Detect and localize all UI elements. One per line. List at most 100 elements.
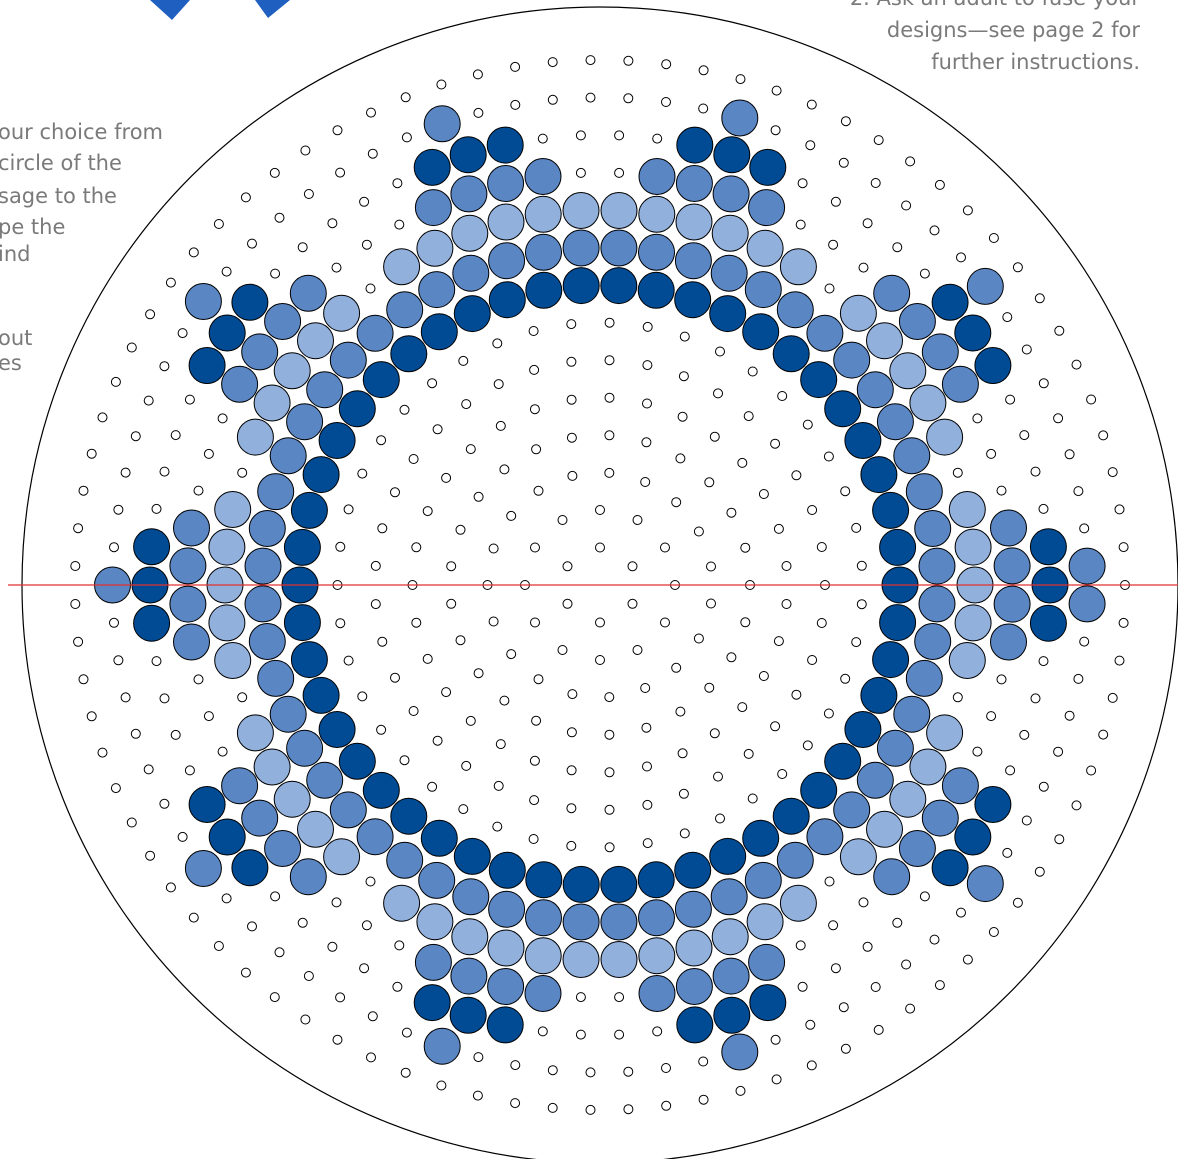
bead: [487, 968, 525, 1005]
bead: [905, 659, 943, 697]
bead: [236, 714, 274, 752]
peg: [390, 487, 400, 498]
peg: [446, 561, 457, 572]
peg: [499, 695, 510, 706]
peg: [671, 662, 682, 673]
bead: [525, 861, 563, 899]
peg: [830, 196, 841, 207]
peg: [151, 503, 162, 514]
bead: [173, 509, 210, 547]
bead: [860, 676, 898, 714]
peg: [996, 674, 1007, 685]
bead: [776, 291, 814, 329]
peg: [678, 788, 689, 799]
bead: [241, 333, 279, 371]
peg: [566, 803, 577, 814]
peg: [623, 1066, 634, 1077]
peg: [726, 507, 737, 518]
bead: [453, 295, 491, 333]
peg: [851, 522, 862, 533]
peg: [795, 940, 806, 951]
bead: [993, 547, 1031, 585]
peg: [905, 156, 916, 167]
peg: [952, 692, 963, 703]
instruction-line: out: [0, 326, 33, 350]
bead: [423, 105, 461, 143]
peg: [862, 941, 873, 952]
peg: [1079, 523, 1090, 534]
bead: [318, 422, 356, 459]
bead: [675, 968, 713, 1005]
peg: [461, 399, 472, 410]
peg: [247, 238, 257, 249]
peg: [873, 135, 884, 146]
peg: [642, 838, 653, 849]
bead: [713, 996, 751, 1034]
peg: [237, 467, 248, 478]
peg: [270, 891, 281, 902]
peg: [1098, 430, 1109, 441]
instruction-line: ind: [0, 242, 31, 266]
bead: [241, 799, 279, 837]
peg: [510, 1060, 521, 1071]
bead: [356, 314, 394, 352]
peg: [130, 431, 141, 442]
peg: [1038, 656, 1049, 667]
bead: [893, 437, 931, 475]
bead: [709, 837, 747, 875]
peg: [365, 876, 376, 887]
peg: [332, 1034, 343, 1045]
peg: [120, 467, 131, 478]
peg: [1030, 693, 1041, 704]
peg: [446, 598, 457, 609]
bead: [918, 585, 956, 623]
peg: [704, 477, 715, 488]
peg: [660, 542, 670, 553]
bead: [866, 322, 903, 360]
peg: [441, 687, 452, 698]
peg: [1053, 413, 1064, 424]
peg: [838, 157, 849, 168]
bead: [860, 456, 898, 494]
bead: [600, 192, 638, 229]
bead: [856, 371, 894, 409]
pegboard-outline: [21, 6, 1178, 1159]
peg: [575, 130, 586, 141]
peg: [411, 542, 422, 553]
peg: [297, 242, 308, 253]
bead: [386, 841, 424, 879]
peg: [1034, 866, 1045, 877]
peg: [370, 599, 381, 610]
bead: [876, 729, 914, 767]
peg: [400, 92, 411, 103]
peg: [771, 85, 782, 96]
peg: [274, 947, 285, 958]
bead: [208, 314, 246, 352]
peg: [177, 831, 188, 842]
peg: [805, 140, 816, 151]
peg: [159, 466, 170, 477]
peg: [952, 467, 963, 478]
peg: [758, 489, 769, 499]
bead: [323, 294, 361, 332]
peg: [566, 319, 577, 330]
peg: [807, 505, 818, 515]
peg: [671, 497, 682, 508]
peg: [816, 618, 827, 628]
bead: [488, 242, 526, 280]
peg: [300, 145, 311, 156]
peg: [488, 616, 499, 627]
peg: [300, 1014, 311, 1025]
peg: [473, 107, 484, 118]
peg: [332, 125, 343, 136]
bead: [453, 837, 491, 875]
peg: [988, 233, 999, 243]
peg: [394, 940, 405, 951]
bead: [413, 984, 451, 1022]
peg: [1118, 617, 1129, 628]
peg: [858, 262, 869, 273]
bead: [776, 841, 814, 879]
peg: [1098, 729, 1109, 740]
peg: [771, 1074, 782, 1085]
peg: [604, 729, 615, 740]
